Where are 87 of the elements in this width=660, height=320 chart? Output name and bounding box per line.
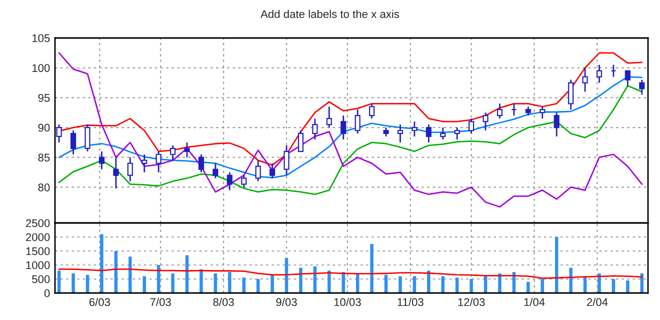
x-tick-label: 9/03 xyxy=(276,298,297,306)
bar xyxy=(270,274,274,293)
candlestick xyxy=(412,120,418,138)
bar xyxy=(569,268,572,293)
candlestick xyxy=(298,130,304,152)
y-tick-label: 90 xyxy=(38,124,50,132)
candlestick xyxy=(312,118,318,140)
y-tick-label: 100 xyxy=(32,64,50,72)
bar xyxy=(57,270,61,293)
bar xyxy=(200,269,203,293)
candlestick xyxy=(56,124,62,144)
candlestick xyxy=(596,64,602,84)
candlestick xyxy=(568,79,574,110)
bar xyxy=(626,280,630,293)
candlestick xyxy=(198,154,204,173)
bar xyxy=(128,256,132,293)
candlestick xyxy=(270,162,276,179)
candlestick xyxy=(184,142,190,158)
y-tick-label: 85 xyxy=(38,154,50,162)
y-tick-label: 0 xyxy=(44,289,50,298)
candlestick xyxy=(255,160,261,182)
candlestick xyxy=(354,108,360,134)
bar xyxy=(427,270,430,293)
candlestick xyxy=(440,126,446,140)
bar xyxy=(299,268,302,293)
candlestick xyxy=(127,156,133,182)
candlestick xyxy=(340,114,346,140)
bar xyxy=(100,234,104,293)
x-tick-label: 7/03 xyxy=(150,298,171,306)
candlestick xyxy=(98,150,104,170)
x-tick-label: 1/04 xyxy=(524,298,545,306)
y-tick-label: 80 xyxy=(38,183,50,192)
bar xyxy=(328,270,331,293)
candlestick xyxy=(397,124,404,144)
candlestick xyxy=(226,172,232,191)
candlestick xyxy=(241,174,247,188)
candlestick xyxy=(170,144,176,162)
candlestick xyxy=(142,154,148,173)
bar xyxy=(412,276,416,293)
line-series xyxy=(58,85,643,196)
x-tick-label: 10/03 xyxy=(334,298,361,306)
candlestick xyxy=(624,70,630,86)
y-tick-label: 95 xyxy=(38,94,50,102)
candlestick xyxy=(496,102,503,120)
line-series xyxy=(58,268,643,279)
candlestick xyxy=(554,112,560,138)
candlestick xyxy=(468,118,474,134)
y-tick-label: 2500 xyxy=(26,219,50,228)
candlestick xyxy=(156,150,162,173)
x-tick-label: 11/03 xyxy=(398,298,424,306)
bar xyxy=(598,273,601,293)
candlestick xyxy=(426,124,432,144)
candlestick xyxy=(540,106,546,120)
y-tick-label: 2000 xyxy=(26,233,50,242)
bar xyxy=(398,276,402,293)
bar xyxy=(470,279,473,293)
bar xyxy=(228,272,232,293)
y-tick-label: 500 xyxy=(32,275,50,284)
candlestick xyxy=(212,162,218,179)
bar xyxy=(455,278,459,293)
bar xyxy=(441,276,445,293)
bar xyxy=(72,273,75,293)
y-tick-label: 105 xyxy=(32,34,50,42)
x-tick-label: 8/03 xyxy=(213,298,234,306)
x-tick-label: 12/03 xyxy=(458,298,485,306)
candlestick xyxy=(369,102,375,120)
bar xyxy=(370,244,374,293)
x-tick-label: 2/04 xyxy=(586,298,608,306)
candlestick xyxy=(454,126,460,140)
candlestick xyxy=(639,79,645,96)
x-tick-label: 6/03 xyxy=(89,298,110,306)
bar xyxy=(242,278,246,293)
candlestick xyxy=(326,106,332,128)
y-tick-label: 1500 xyxy=(26,247,50,256)
candlestick xyxy=(582,67,588,92)
bar xyxy=(142,276,146,293)
candlestick xyxy=(284,144,290,176)
bar xyxy=(171,273,174,293)
bar xyxy=(526,282,530,293)
line-series xyxy=(58,52,643,208)
candlestick xyxy=(113,156,119,190)
chart-title: Add date labels to the x axis xyxy=(260,10,400,18)
y-tick-label: 1000 xyxy=(26,261,50,270)
candlestick xyxy=(84,124,90,152)
bar xyxy=(498,273,502,293)
candlestick xyxy=(482,112,488,132)
candlestick xyxy=(70,130,76,156)
